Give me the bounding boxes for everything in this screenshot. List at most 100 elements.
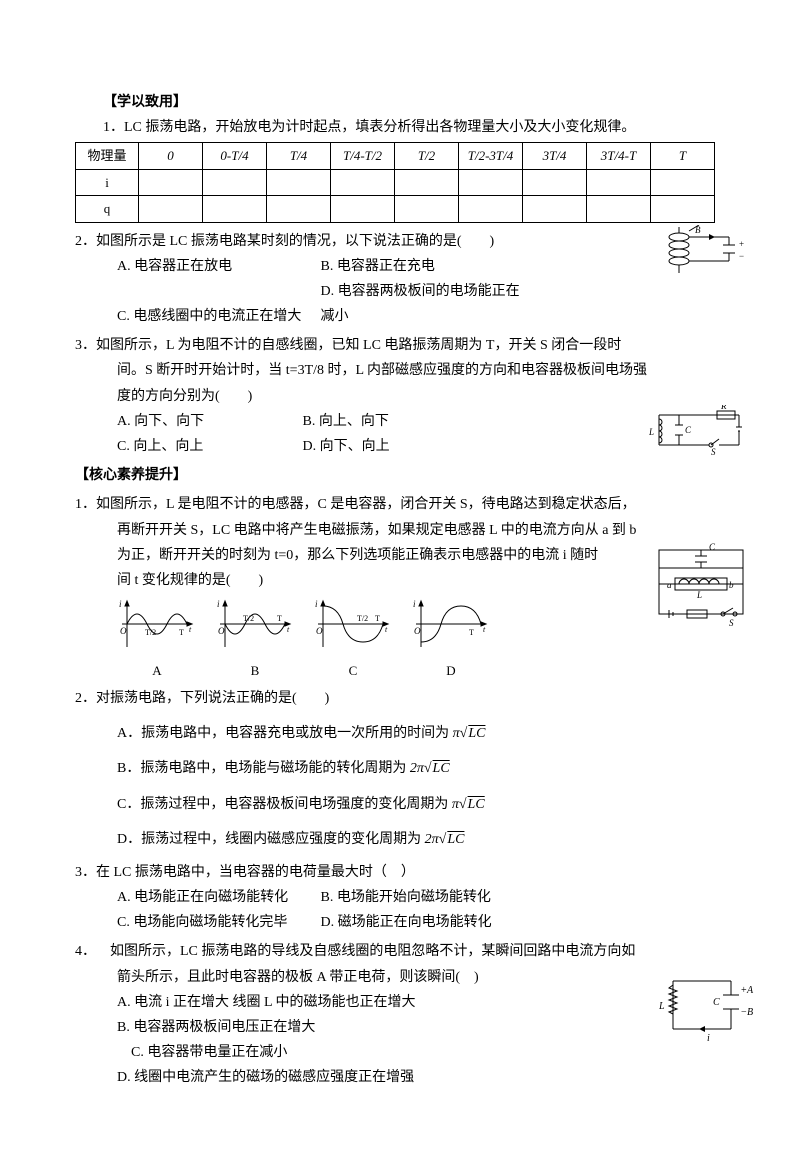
svg-text:−: − <box>739 251 744 261</box>
p4-num: 4． <box>75 939 96 964</box>
svg-text:C: C <box>709 542 716 552</box>
q3-stem3: 度的方向分别为( ) <box>117 384 719 409</box>
p3-d: D. 磁场能正在向电场能转化 <box>321 910 521 935</box>
p3-c: C. 电场能向磁场能转化完毕 <box>117 910 317 935</box>
svg-text:T: T <box>179 628 184 637</box>
p2-num: 2． <box>75 686 96 711</box>
p4: 4． 如图所示，LC 振荡电路的导线及自感线圈的电阻忽略不计，某瞬间回路中电流方… <box>96 939 719 964</box>
p3-b: B. 电场能开始向磁场能转化 <box>321 885 521 910</box>
wave-a-label: A <box>117 659 197 682</box>
p1-stem2: 再断开开关 S，LC 电路中将产生电磁振荡，如果规定电感器 L 中的电流方向从 … <box>117 518 719 543</box>
wave-c-label: C <box>313 659 393 682</box>
svg-text:T: T <box>375 614 380 623</box>
p2-a: A．振荡电路中，电容器充电或放电一次所用的时间为 π√LC <box>117 721 719 746</box>
svg-text:T/2: T/2 <box>357 614 368 623</box>
th: T/4 <box>267 143 331 169</box>
svg-text:C: C <box>685 425 692 435</box>
svg-text:b: b <box>729 580 734 590</box>
q2-a: A. 电容器正在放电 <box>117 254 317 279</box>
svg-text:S: S <box>729 618 734 628</box>
svg-text:C: C <box>713 997 720 1008</box>
p4-b: B. 电容器两极板间电压正在增大 <box>117 1015 719 1040</box>
row-label: i <box>76 169 139 195</box>
svg-text:T: T <box>469 628 474 637</box>
svg-text:O: O <box>414 626 421 636</box>
p4-stem1: 如图所示，LC 振荡电路的导线及自感线圈的电阻忽略不计，某瞬间回路中电流方向如 <box>96 944 635 959</box>
section1-title: 【学以致用】 <box>75 90 719 115</box>
q2-num: 2． <box>75 229 96 254</box>
q2-options-row1: A. 电容器正在放电 B. 电容器正在充电 <box>117 254 719 279</box>
wave-options: i O T/2 T t A i O T/2 T t <box>117 597 719 682</box>
q3-b: B. 向上、向下 <box>303 409 389 434</box>
q2-c: C. 电感线圈中的电流正在增大 <box>117 304 317 329</box>
wave-d: i O T t D <box>411 597 491 682</box>
wave-d-label: D <box>411 659 491 682</box>
svg-text:t: t <box>385 625 388 634</box>
q2-d: D. 电容器两极板间的电场能正在减小 <box>321 279 521 329</box>
svg-text:R: R <box>720 405 727 411</box>
svg-text:T: T <box>277 614 282 623</box>
svg-text:T/2: T/2 <box>145 628 156 637</box>
svg-text:B: B <box>695 225 701 235</box>
wave-b: i O T/2 T t B <box>215 597 295 682</box>
p1-figure: C a b L <box>649 540 759 630</box>
th: T/2-3T/4 <box>459 143 523 169</box>
p3: 3．在 LC 振荡电路中，当电容器的电荷量最大时（ ） <box>96 860 719 885</box>
p2-b: B．振荡电路中，电场能与磁场能的转化周期为 2π√LC <box>117 756 719 781</box>
q3-options-row1: A. 向下、向下 B. 向上、向下 <box>117 409 719 434</box>
p3-a: A. 电场能正在向磁场能转化 <box>117 885 317 910</box>
p4-figure: L C + A − B i <box>659 969 759 1049</box>
p1-stem3: 为正，断开开关的时刻为 t=0，那么下列选项能正确表示电感器中的电流 i 随时 <box>117 543 719 568</box>
svg-text:O: O <box>120 626 127 636</box>
svg-text:i: i <box>413 599 416 609</box>
q1-stem: 1．LC 振荡电路，开始放电为计时起点，填表分析得出各物理量大小及大小变化规律。 <box>75 115 719 140</box>
p1-stem1: 如图所示，L 是电阻不计的电感器，C 是电容器，闭合开关 S，待电路达到稳定状态… <box>96 497 636 512</box>
p2: 2．对振荡电路，下列说法正确的是( ) <box>96 686 719 711</box>
svg-text:t: t <box>287 625 290 634</box>
p4-stem2: 箭头所示，且此时电容器的极板 A 带正电荷，则该瞬间( ) <box>117 965 719 990</box>
p1-num: 1． <box>75 492 96 517</box>
p3-num: 3． <box>75 860 96 885</box>
svg-text:O: O <box>316 626 323 636</box>
wave-a: i O T/2 T t A <box>117 597 197 682</box>
wave-b-label: B <box>215 659 295 682</box>
q3-d: D. 向下、向上 <box>303 434 390 459</box>
q3-num: 3． <box>75 333 96 358</box>
q2-options-row2: C. 电感线圈中的电流正在增大 D. 电容器两极板间的电场能正在减小 <box>117 279 719 329</box>
table-row-q: q <box>76 196 715 222</box>
svg-text:B: B <box>747 1007 753 1018</box>
svg-text:i: i <box>707 1033 710 1044</box>
svg-text:i: i <box>119 599 122 609</box>
p4-d: D. 线圈中电流产生的磁场的磁感应强度正在增强 <box>117 1065 719 1090</box>
q2: 2．如图所示是 LC 振荡电路某时刻的情况，以下说法正确的是( ) <box>96 229 719 254</box>
table-header-row: 物理量 0 0-T/4 T/4 T/4-T/2 T/2 T/2-3T/4 3T/… <box>76 143 715 169</box>
th: 物理量 <box>76 143 139 169</box>
th: T/4-T/2 <box>331 143 395 169</box>
svg-text:i: i <box>217 599 220 609</box>
p1-stem4: 间 t 变化规律的是( ) <box>117 568 719 593</box>
th: 0 <box>139 143 203 169</box>
th: T/2 <box>395 143 459 169</box>
svg-text:+: + <box>739 239 744 249</box>
svg-text:i: i <box>315 599 318 609</box>
physics-table: 物理量 0 0-T/4 T/4 T/4-T/2 T/2 T/2-3T/4 3T/… <box>75 142 715 222</box>
q3-options-row2: C. 向上、向上 D. 向下、向上 <box>117 434 719 459</box>
p3-stem: 在 LC 振荡电路中，当电容器的电荷量最大时（ ） <box>96 865 415 880</box>
p2-stem: 对振荡电路，下列说法正确的是( ) <box>96 691 329 706</box>
p1: 1．如图所示，L 是电阻不计的电感器，C 是电容器，闭合开关 S，待电路达到稳定… <box>96 492 719 517</box>
svg-text:t: t <box>189 625 192 634</box>
section2-title: 【核心素养提升】 <box>75 463 719 488</box>
svg-text:L: L <box>659 1001 665 1012</box>
svg-text:A: A <box>746 985 754 996</box>
p2-c: C．振荡过程中，电容器极板间电场强度的变化周期为 π√LC <box>117 792 719 817</box>
p4-c: C. 电容器带电量正在减小 <box>117 1040 719 1065</box>
table-row-i: i <box>76 169 715 195</box>
p3-row1: A. 电场能正在向磁场能转化 B. 电场能开始向磁场能转化 <box>117 885 719 910</box>
wave-c: i O T/2 T t C <box>313 597 393 682</box>
th: 0-T/4 <box>203 143 267 169</box>
q3-stem1: 如图所示，L 为电阻不计的自感线圈，已知 LC 电路振荡周期为 T，开关 S 闭… <box>96 338 621 353</box>
p3-row2: C. 电场能向磁场能转化完毕 D. 磁场能正在向电场能转化 <box>117 910 719 935</box>
svg-text:t: t <box>483 625 486 634</box>
svg-text:O: O <box>218 626 225 636</box>
q3-c: C. 向上、向上 <box>117 434 257 459</box>
